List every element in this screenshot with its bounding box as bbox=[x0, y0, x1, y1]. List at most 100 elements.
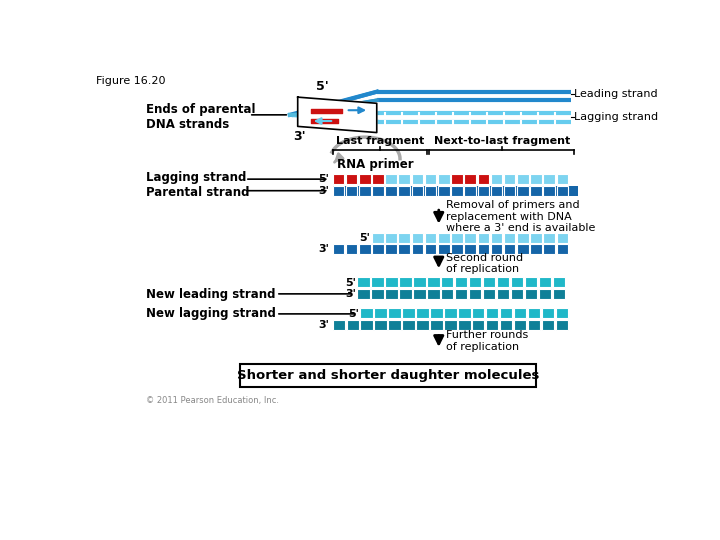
Text: 5': 5' bbox=[316, 80, 329, 93]
Bar bbox=[497, 289, 509, 299]
Bar bbox=[504, 186, 516, 195]
Bar bbox=[486, 308, 498, 318]
Bar bbox=[399, 289, 412, 299]
Bar bbox=[333, 174, 344, 184]
Bar bbox=[530, 233, 542, 242]
Text: 5': 5' bbox=[345, 278, 356, 288]
Bar bbox=[388, 308, 401, 318]
Bar bbox=[458, 308, 471, 318]
Bar bbox=[469, 289, 482, 299]
Bar bbox=[483, 278, 495, 287]
Bar bbox=[472, 320, 485, 330]
Bar bbox=[416, 320, 428, 330]
Bar bbox=[361, 308, 373, 318]
Bar bbox=[372, 278, 384, 287]
Bar bbox=[483, 289, 495, 299]
Bar bbox=[385, 289, 397, 299]
Bar bbox=[557, 174, 568, 184]
Bar bbox=[385, 233, 397, 242]
Text: © 2011 Pearson Education, Inc.: © 2011 Pearson Education, Inc. bbox=[145, 396, 279, 405]
Bar bbox=[372, 233, 384, 242]
Bar bbox=[438, 186, 449, 195]
Bar bbox=[438, 244, 449, 254]
Bar bbox=[413, 289, 426, 299]
Bar bbox=[464, 186, 476, 195]
Bar bbox=[398, 186, 410, 195]
Bar bbox=[490, 244, 503, 254]
Bar bbox=[530, 174, 542, 184]
Bar bbox=[346, 174, 357, 184]
Bar bbox=[464, 244, 476, 254]
Bar bbox=[542, 320, 554, 330]
Bar bbox=[372, 186, 384, 195]
Bar bbox=[510, 278, 523, 287]
Bar bbox=[412, 174, 423, 184]
Bar bbox=[517, 233, 528, 242]
Bar bbox=[517, 174, 528, 184]
Bar bbox=[530, 244, 542, 254]
Bar bbox=[438, 233, 449, 242]
Bar bbox=[431, 308, 443, 318]
Bar bbox=[544, 186, 555, 195]
Bar bbox=[346, 320, 359, 330]
Bar bbox=[416, 308, 428, 318]
Text: Further rounds
of replication: Further rounds of replication bbox=[446, 330, 528, 352]
Bar bbox=[490, 186, 503, 195]
FancyBboxPatch shape bbox=[240, 364, 536, 387]
Bar bbox=[441, 289, 454, 299]
Bar bbox=[333, 186, 578, 195]
Bar bbox=[514, 308, 526, 318]
Bar bbox=[427, 289, 439, 299]
Bar bbox=[385, 186, 397, 195]
Bar bbox=[333, 186, 344, 195]
Bar bbox=[477, 233, 489, 242]
Bar bbox=[451, 233, 463, 242]
Bar bbox=[544, 244, 555, 254]
Bar bbox=[412, 233, 423, 242]
Bar bbox=[477, 174, 489, 184]
Bar bbox=[544, 233, 555, 242]
Text: 3': 3' bbox=[293, 130, 305, 143]
Text: Removal of primers and
replacement with DNA
where a 3' end is available: Removal of primers and replacement with … bbox=[446, 200, 596, 233]
Bar bbox=[399, 278, 412, 287]
Bar bbox=[427, 278, 439, 287]
Bar bbox=[539, 289, 551, 299]
Bar bbox=[372, 244, 384, 254]
Bar bbox=[444, 308, 456, 318]
Text: Next-to-last fragment: Next-to-last fragment bbox=[433, 136, 570, 146]
Text: New lagging strand: New lagging strand bbox=[145, 307, 276, 320]
Bar bbox=[464, 233, 476, 242]
Bar bbox=[388, 320, 401, 330]
Bar bbox=[486, 320, 498, 330]
Text: Leading strand: Leading strand bbox=[575, 89, 658, 99]
Bar bbox=[398, 174, 410, 184]
Bar bbox=[557, 186, 568, 195]
Bar bbox=[402, 320, 415, 330]
Bar bbox=[346, 244, 357, 254]
Bar bbox=[425, 174, 436, 184]
Bar bbox=[458, 320, 471, 330]
Text: Shorter and shorter daughter molecules: Shorter and shorter daughter molecules bbox=[237, 369, 539, 382]
Bar bbox=[528, 308, 540, 318]
Bar bbox=[359, 174, 371, 184]
Text: 5': 5' bbox=[348, 309, 359, 319]
Bar bbox=[385, 278, 397, 287]
Bar bbox=[359, 186, 371, 195]
Text: 5': 5' bbox=[360, 233, 371, 244]
Bar bbox=[425, 233, 436, 242]
Bar bbox=[542, 308, 554, 318]
Bar bbox=[359, 244, 371, 254]
Bar bbox=[398, 244, 410, 254]
Bar bbox=[500, 320, 513, 330]
Bar bbox=[490, 233, 503, 242]
Bar bbox=[398, 233, 410, 242]
Bar bbox=[539, 278, 551, 287]
Text: 3': 3' bbox=[319, 320, 330, 330]
Bar bbox=[497, 278, 509, 287]
Text: 3': 3' bbox=[319, 186, 330, 195]
Bar bbox=[514, 320, 526, 330]
Bar bbox=[553, 289, 565, 299]
Bar bbox=[425, 244, 436, 254]
Bar bbox=[477, 186, 489, 195]
Bar bbox=[441, 278, 454, 287]
